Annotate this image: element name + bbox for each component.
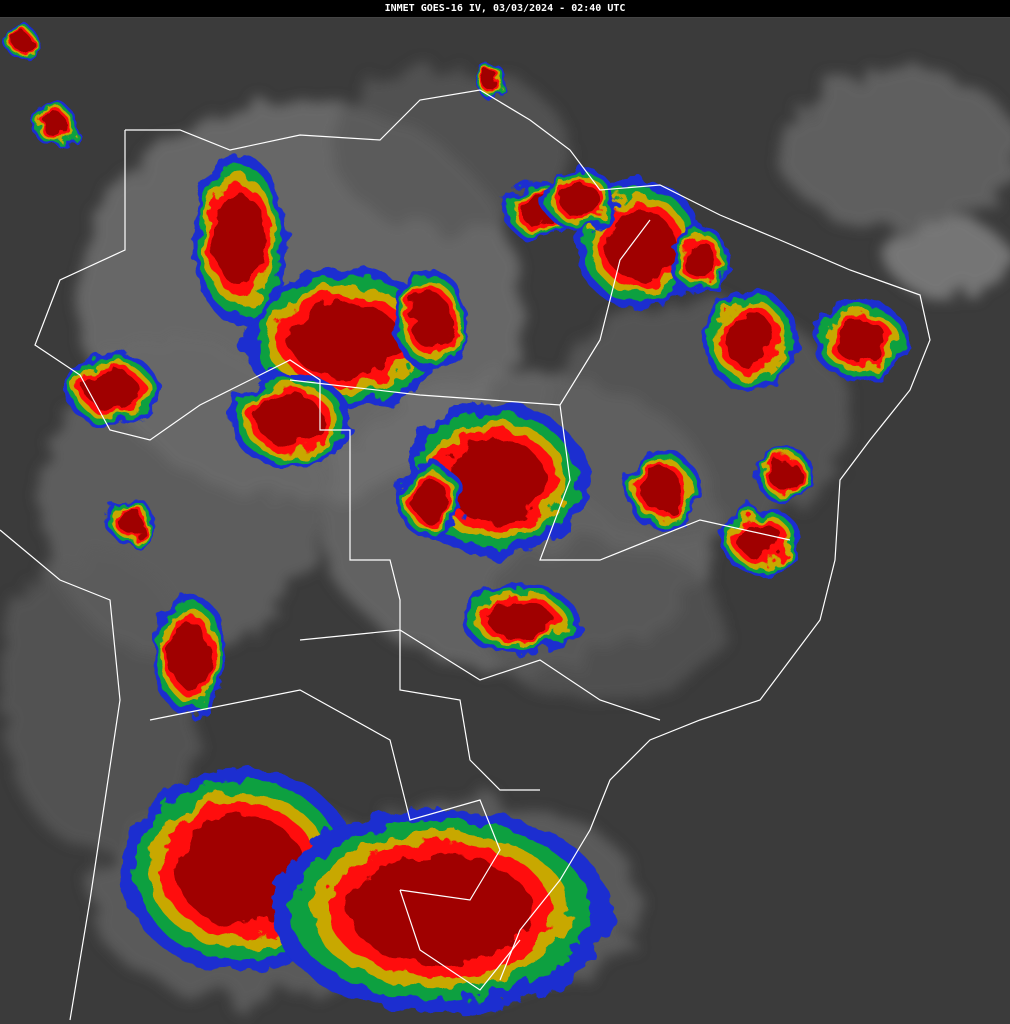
cloud — [0, 550, 200, 850]
cloud — [780, 70, 1010, 230]
title-bar: INMET GOES-16 IV, 03/03/2024 - 02:40 UTC — [0, 0, 1010, 18]
storm-cell — [10, 30, 30, 50]
storm-cell — [86, 369, 138, 411]
storm-cell — [641, 467, 683, 513]
border-states — [289, 219, 651, 406]
border-south — [299, 629, 661, 721]
storm-cell — [834, 317, 886, 363]
cloud — [890, 220, 1010, 300]
cloud — [550, 300, 850, 540]
storm-cell — [411, 479, 449, 521]
storm-cell — [409, 292, 451, 348]
coastline — [125, 89, 931, 981]
storm-cell — [559, 183, 601, 217]
storm-cell — [683, 241, 717, 279]
storm-cell — [289, 301, 401, 379]
storm-cell — [737, 521, 783, 559]
storm-cell — [169, 621, 211, 689]
borders — [0, 89, 931, 1021]
storm-cell — [444, 438, 546, 522]
border-paraguay — [149, 689, 501, 901]
storm-cell — [768, 460, 802, 490]
storm-cell — [256, 394, 324, 446]
storm-cell — [348, 854, 532, 966]
storm-cell — [117, 507, 143, 533]
cloud — [330, 70, 570, 230]
border-west — [34, 130, 540, 791]
image-title: INMET GOES-16 IV, 03/03/2024 - 02:40 UTC — [384, 3, 626, 14]
storm-cell — [43, 112, 67, 138]
border-uruguay — [399, 889, 521, 991]
storm-cell — [487, 601, 553, 639]
storm-cell — [214, 194, 266, 286]
map — [0, 18, 1010, 1024]
storm-cell — [480, 70, 500, 90]
storm-layer — [3, 23, 908, 1012]
border-andes — [0, 529, 121, 1021]
border-states-2 — [539, 404, 791, 561]
storm-cell — [605, 210, 675, 280]
storm-cell — [724, 312, 776, 368]
